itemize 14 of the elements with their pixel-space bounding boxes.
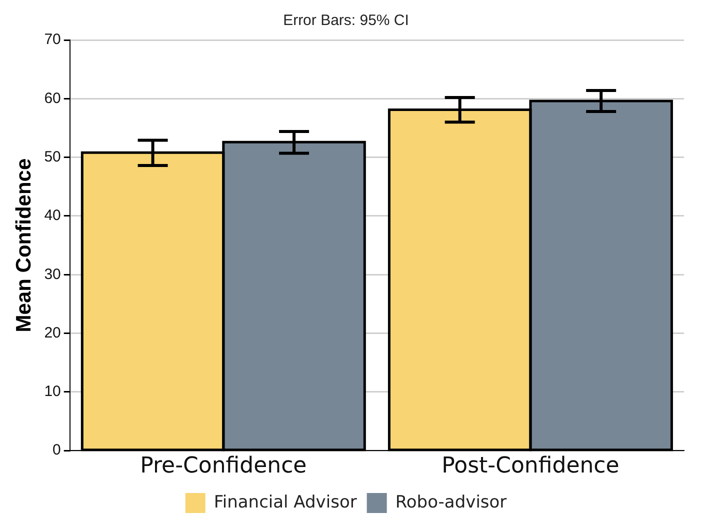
- chart-title: Error Bars: 95% CI: [283, 12, 409, 30]
- y-tick-label: 60: [44, 90, 61, 107]
- y-axis-title: Mean Confidence: [12, 158, 36, 332]
- y-tick-label: 50: [44, 148, 61, 166]
- y-tick-label: 20: [44, 324, 61, 342]
- x-tick-label: Post-Confidence: [442, 454, 620, 479]
- x-tick-label: Pre-Confidence: [140, 454, 307, 479]
- legend-label: Robo-advisor: [395, 492, 507, 512]
- legend-label: Financial Advisor: [214, 492, 357, 512]
- y-tick-label: 0: [52, 442, 61, 459]
- y-tick-label: 30: [44, 266, 61, 283]
- y-tick-label: 40: [44, 207, 61, 224]
- y-tick-label: 10: [44, 383, 61, 400]
- y-tick-label: 70: [44, 31, 61, 48]
